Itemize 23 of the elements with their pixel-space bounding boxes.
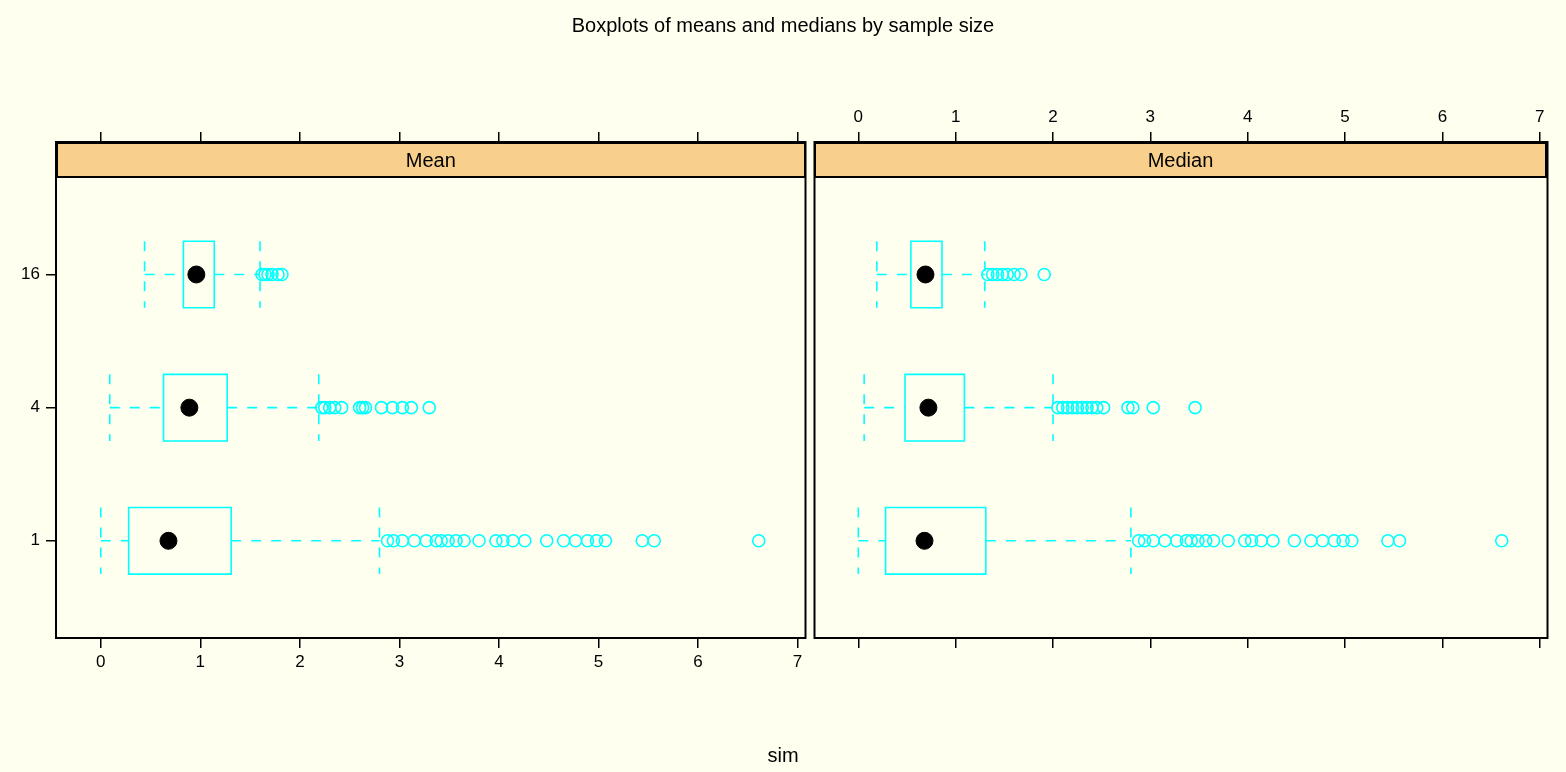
y-tick-label: 16 <box>21 264 40 284</box>
x-tick-label: 4 <box>494 651 504 671</box>
x-tick-label: 3 <box>1145 107 1155 127</box>
x-tick-label: 7 <box>792 651 803 671</box>
x-tick-label: 0 <box>96 651 106 671</box>
x-tick-label: 3 <box>394 651 405 671</box>
x-tick-label: 5 <box>593 651 604 671</box>
x-tick-label: 2 <box>295 651 305 671</box>
x-tick-label: 5 <box>1339 107 1350 127</box>
y-tick-label: 1 <box>30 530 40 550</box>
x-tick-label: 1 <box>195 651 206 671</box>
x-tick-label: 2 <box>1047 107 1058 127</box>
panel-strip: Median <box>814 142 1547 179</box>
x-tick-label: 0 <box>853 107 863 127</box>
x-tick-label: 7 <box>1534 107 1544 127</box>
x-tick-label: 6 <box>1437 107 1447 127</box>
x-axis-title: sim <box>766 744 800 767</box>
y-tick-label: 4 <box>30 397 40 417</box>
text: Boxplots of means and medians by sample size <box>570 14 996 37</box>
x-tick-label: 1 <box>950 107 960 127</box>
x-tick-label: 4 <box>1242 107 1252 127</box>
panel-strip: Mean <box>56 142 806 179</box>
x-tick-label: 6 <box>693 651 703 671</box>
